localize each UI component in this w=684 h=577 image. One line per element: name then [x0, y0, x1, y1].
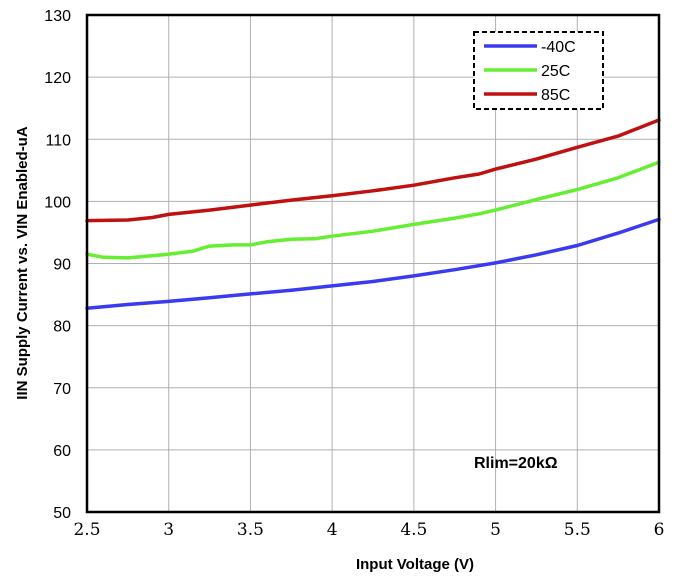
y-axis-title: IIN Supply Current vs. VIN Enabled-uA: [14, 126, 31, 400]
series-line-85C: [85, 118, 661, 223]
y-tick-label: 110: [45, 132, 71, 149]
legend-items: -40C 25C 85C: [484, 39, 576, 104]
x-tick-label: 4.5: [400, 520, 427, 540]
series-lines: [85, 118, 661, 310]
y-tick-label: 120: [44, 70, 71, 87]
x-tick-label: 6: [654, 520, 665, 540]
legend: -40C 25C 85C: [473, 31, 604, 110]
x-tick-label: 3.5: [237, 520, 264, 540]
x-tick-label: 3: [163, 520, 174, 540]
y-tick-label: 130: [44, 8, 71, 25]
x-tick-label: 5.5: [564, 520, 591, 540]
legend-label: 25C: [541, 63, 570, 80]
x-axis-ticks: 2.5 3 3.5 4 4.5 5 5.5 6: [73, 520, 664, 540]
y-tick-label: 50: [53, 505, 71, 522]
x-tick-label: 5: [490, 520, 501, 540]
plot-frame: [85, 13, 661, 514]
series-line--40C: [85, 217, 661, 310]
y-tick-label: 90: [53, 257, 71, 274]
legend-label: 85C: [541, 87, 570, 104]
series-line-25C: [85, 160, 661, 260]
y-tick-label: 60: [53, 443, 71, 460]
y-tick-label: 70: [53, 381, 71, 398]
x-tick-label: 2.5: [73, 520, 100, 540]
y-tick-label: 80: [53, 319, 71, 336]
y-axis-ticks: 50 60 70 80 90 100 110 120 130: [44, 8, 71, 522]
y-tick-label: 100: [44, 194, 71, 211]
x-axis-title: Input Voltage (V): [356, 556, 474, 573]
legend-label: -40C: [541, 39, 576, 56]
x-tick-label: 4: [327, 520, 338, 540]
rlim-annotation: Rlim=20kΩ: [474, 455, 558, 472]
